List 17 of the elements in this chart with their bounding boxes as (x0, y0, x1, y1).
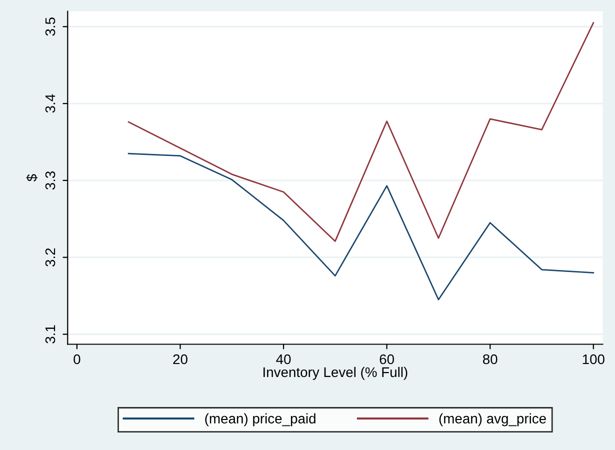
legend-label: (mean) price_paid (205, 413, 316, 426)
y-tick-label: 3.4 (45, 94, 56, 113)
x-tick-label: 60 (380, 354, 394, 364)
y-tick-label: 3.2 (45, 248, 56, 266)
y-tick-label: 3.5 (45, 18, 56, 36)
legend-label: (mean) avg_price (439, 413, 546, 426)
x-tick-label: 80 (482, 354, 498, 364)
x-axis-title: Inventory Level (% Full) (264, 366, 408, 380)
line-series (128, 22, 594, 242)
x-tick-label: 40 (276, 354, 291, 364)
line-series (128, 152, 594, 300)
y-axis-title: $ (26, 174, 38, 182)
x-tick-label: 20 (173, 354, 188, 364)
x-tick-label: 0 (74, 354, 80, 364)
y-tick-label: 3.1 (45, 325, 56, 344)
y-tick-label: 3.3 (45, 171, 56, 190)
x-tick-label: 100 (582, 354, 604, 364)
